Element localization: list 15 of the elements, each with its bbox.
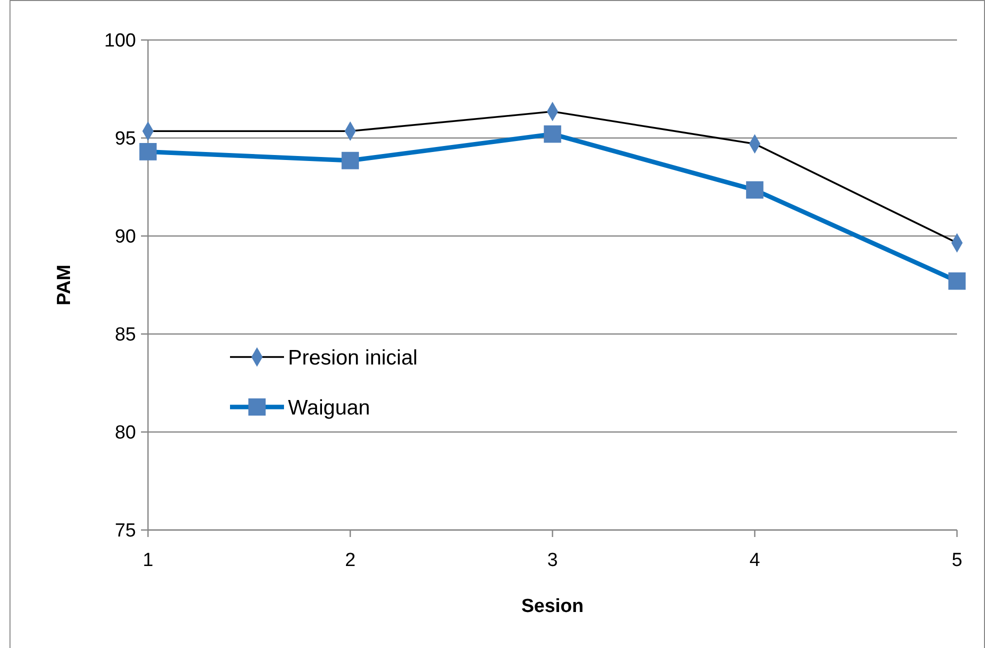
y-tick-label: 100 bbox=[104, 30, 136, 52]
x-tick-label: 3 bbox=[547, 550, 558, 571]
legend-label: Presion inicial bbox=[288, 346, 418, 370]
y-tick-label: 75 bbox=[114, 520, 136, 542]
x-tick-label: 1 bbox=[142, 550, 154, 571]
y-tick-label: 80 bbox=[114, 422, 136, 444]
y-axis-title: PAM bbox=[54, 264, 75, 306]
x-axis-title: Sesion bbox=[521, 596, 584, 617]
x-tick-label: 5 bbox=[952, 550, 962, 571]
x-tick-label: 4 bbox=[749, 550, 760, 571]
y-tick-label: 90 bbox=[114, 226, 136, 248]
x-tick-label: 2 bbox=[344, 550, 356, 571]
legend-label: Waiguan bbox=[288, 396, 370, 420]
y-tick-label: 95 bbox=[114, 128, 136, 150]
y-tick-label: 85 bbox=[114, 324, 136, 346]
